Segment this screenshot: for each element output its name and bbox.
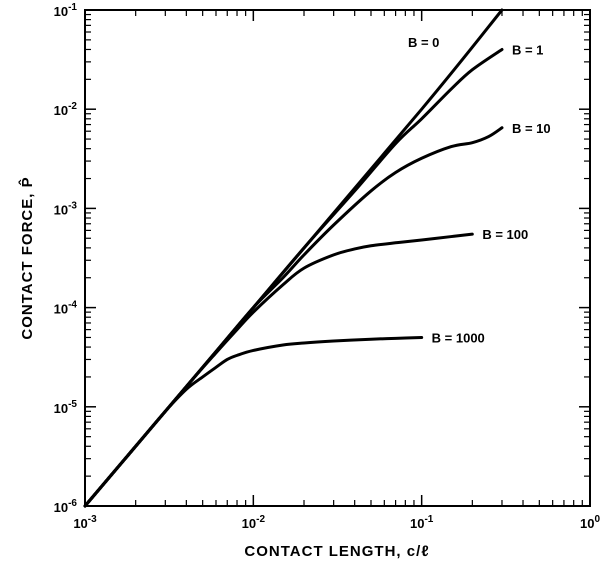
y-axis-title: CONTACT FORCE, P̂ xyxy=(17,176,36,339)
x-tick-label: 100 xyxy=(580,514,600,531)
series-line-b-100 xyxy=(83,232,474,508)
y-tick-label: 10-2 xyxy=(54,101,78,118)
series-curves xyxy=(83,8,504,508)
series-label-b-0: B = 0 xyxy=(408,35,439,50)
series-label-b-1000: B = 1000 xyxy=(432,330,485,345)
x-tick-label: 10-3 xyxy=(73,514,97,531)
x-axis-tick-labels: 10-3 10-2 10-1 100 xyxy=(73,514,600,531)
y-tick-label: 10-3 xyxy=(54,200,78,217)
series-label-b-100: B = 100 xyxy=(482,227,528,242)
series-line-b-1 xyxy=(83,47,504,508)
series-line-b-10 xyxy=(83,126,504,508)
y-tick-label: 10-6 xyxy=(54,498,78,515)
y-tick-label: 10-1 xyxy=(54,2,78,19)
y-axis-tick-labels: 10-6 10-5 10-4 10-3 10-2 10-1 xyxy=(54,2,78,515)
x-axis-title: CONTACT LENGTH, c/ℓ xyxy=(244,543,429,560)
series-line-b-1000 xyxy=(83,335,424,508)
series-label-b-1: B = 1 xyxy=(512,42,543,57)
series-labels: B = 0 B = 1 B = 10 B = 100 B = 1000 xyxy=(408,35,551,345)
x-tick-label: 10-1 xyxy=(410,514,434,531)
series-label-b-10: B = 10 xyxy=(512,121,551,136)
y-tick-label: 10-5 xyxy=(54,399,78,416)
x-tick-label: 10-2 xyxy=(242,514,266,531)
plot-frame xyxy=(84,9,591,507)
axis-ticks xyxy=(84,9,591,507)
y-tick-label: 10-4 xyxy=(54,300,78,317)
